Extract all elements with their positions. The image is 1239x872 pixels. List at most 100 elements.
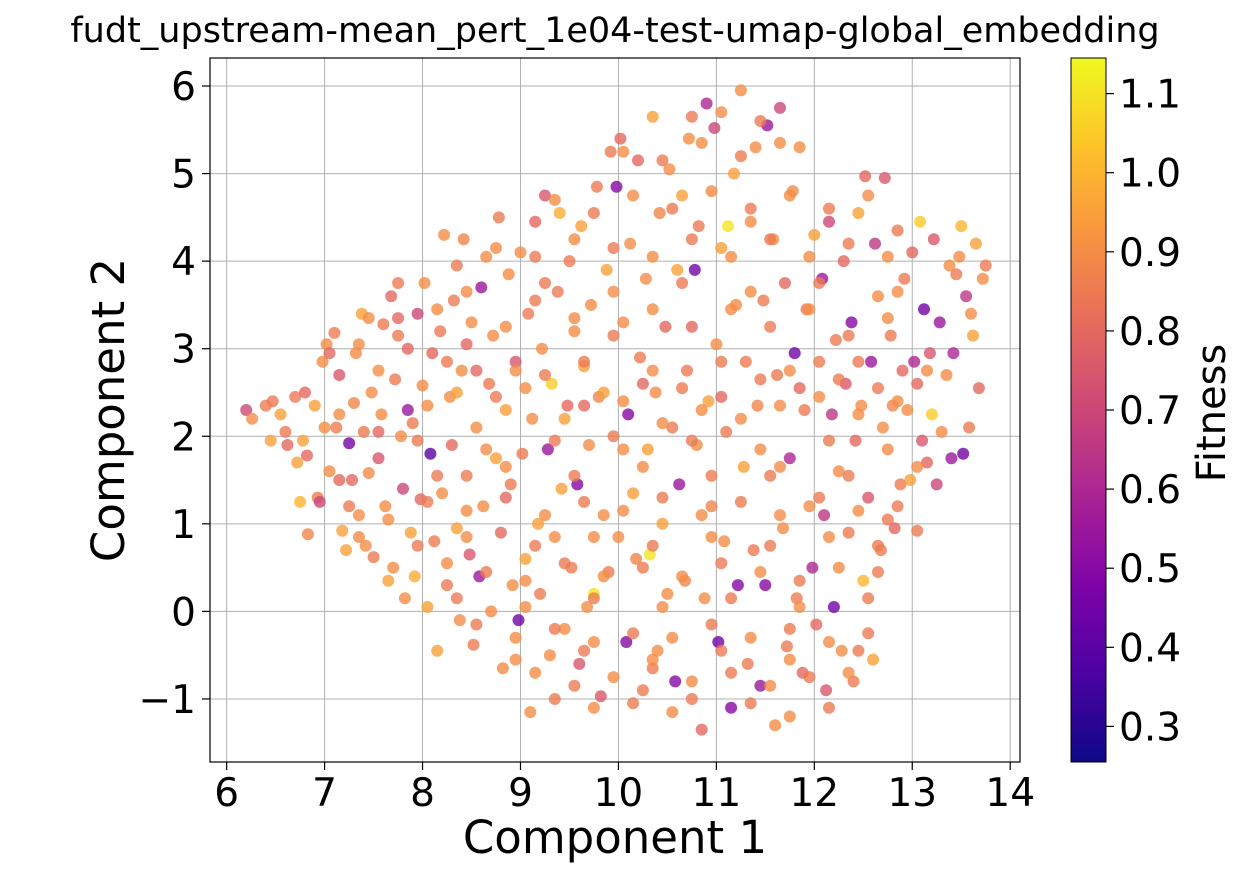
- scatter-point: [299, 386, 311, 399]
- scatter-point: [725, 701, 738, 714]
- scatter-point: [945, 452, 958, 465]
- scatter-point: [460, 338, 473, 351]
- scatter-point: [842, 237, 855, 250]
- scatter-point: [496, 662, 509, 675]
- scatter-point: [558, 622, 571, 635]
- scatter-point: [279, 425, 292, 438]
- scatter-point: [754, 115, 767, 127]
- scatter-point: [463, 548, 476, 561]
- scatter-point: [392, 277, 405, 289]
- colorbar-tick-label: 0.9: [1119, 231, 1181, 276]
- scatter-point: [823, 434, 835, 447]
- scatter-point: [685, 693, 698, 705]
- scatter-point: [695, 136, 708, 149]
- scatter-point: [715, 242, 728, 254]
- scatter-point: [421, 601, 434, 613]
- scatter-point: [744, 202, 757, 215]
- scatter-point: [862, 189, 875, 202]
- scatter-point: [700, 97, 713, 110]
- scatter-point: [585, 298, 597, 311]
- scatter-point: [955, 220, 968, 233]
- scatter-point: [264, 434, 277, 447]
- scatter-point: [316, 355, 329, 368]
- scatter-point: [568, 679, 581, 692]
- x-axis-ticks: 6 7 8 9 10 11 12 13 14: [214, 762, 1035, 816]
- scatter-point: [477, 500, 490, 513]
- scatter-point: [823, 531, 835, 543]
- scatter-point: [622, 408, 635, 421]
- scatter-point: [722, 220, 735, 233]
- scatter-point: [734, 84, 747, 97]
- scatter-point: [555, 482, 568, 495]
- scatter-point: [845, 316, 858, 329]
- y-tick-label: 0: [171, 590, 196, 635]
- scatter-point: [749, 141, 762, 154]
- scatter-point: [705, 500, 718, 513]
- scatter-point: [519, 574, 532, 587]
- scatter-point: [793, 382, 806, 395]
- scatter-point: [872, 290, 884, 303]
- scatter-point: [441, 557, 453, 570]
- scatter-point: [774, 509, 786, 522]
- scatter-point: [803, 303, 816, 316]
- scatter-point: [328, 326, 341, 339]
- scatter-point: [888, 522, 901, 535]
- scatter-point: [972, 382, 985, 395]
- scatter-point: [333, 408, 346, 421]
- scatter-point: [663, 163, 676, 176]
- scatter-point: [529, 215, 542, 228]
- scatter-point: [362, 312, 375, 325]
- scatter-point: [852, 207, 865, 219]
- scatter-point: [715, 355, 728, 368]
- scatter-point: [587, 592, 600, 605]
- scatter-point: [434, 325, 447, 338]
- scatter-point: [676, 189, 689, 202]
- scatter-point: [842, 469, 855, 482]
- scatter-point: [607, 242, 620, 254]
- scatter-point: [734, 150, 747, 163]
- scatter-point: [803, 250, 816, 263]
- scatter-point: [392, 329, 405, 342]
- scatter-point: [575, 220, 588, 233]
- scatter-point: [578, 355, 591, 368]
- scatter-point: [519, 382, 532, 395]
- scatter-point: [869, 237, 881, 250]
- scatter-point: [818, 509, 831, 522]
- scatter-point: [548, 693, 561, 705]
- scatter-point: [627, 189, 640, 202]
- colorbar-tick-label: 0.8: [1119, 310, 1181, 355]
- scatter-point: [734, 495, 747, 508]
- scatter-point: [357, 425, 370, 438]
- scatter-point: [382, 513, 395, 526]
- scatter-point: [783, 710, 796, 723]
- scatter-point: [950, 268, 963, 281]
- scatter-point: [783, 189, 796, 202]
- scatter-point: [395, 430, 407, 443]
- scatter-point: [731, 579, 744, 592]
- scatter-point: [607, 285, 620, 298]
- scatter-point: [499, 491, 512, 504]
- scatter-point: [492, 211, 505, 224]
- scatter-point: [372, 425, 385, 438]
- scatter-point: [480, 250, 493, 263]
- scatter-point: [426, 347, 439, 360]
- scatter-point: [666, 706, 679, 719]
- scatter-point: [827, 601, 840, 613]
- scatter-point: [450, 592, 463, 605]
- scatter-point: [568, 325, 581, 338]
- scatter-point: [558, 557, 571, 570]
- y-tick-label: 5: [171, 153, 196, 198]
- scatter-point: [862, 491, 875, 504]
- scatter-point: [509, 653, 522, 666]
- scatter-point: [450, 259, 463, 272]
- scatter-point: [375, 408, 388, 421]
- scatter-point: [656, 491, 669, 504]
- scatter-point: [720, 425, 733, 438]
- scatter-point: [499, 460, 512, 473]
- scatter-point: [891, 285, 904, 298]
- scatter-point: [872, 566, 884, 578]
- scatter-point: [460, 504, 473, 517]
- scatter-point: [447, 294, 460, 307]
- scatter-point: [581, 601, 594, 613]
- scatter-point: [963, 421, 976, 434]
